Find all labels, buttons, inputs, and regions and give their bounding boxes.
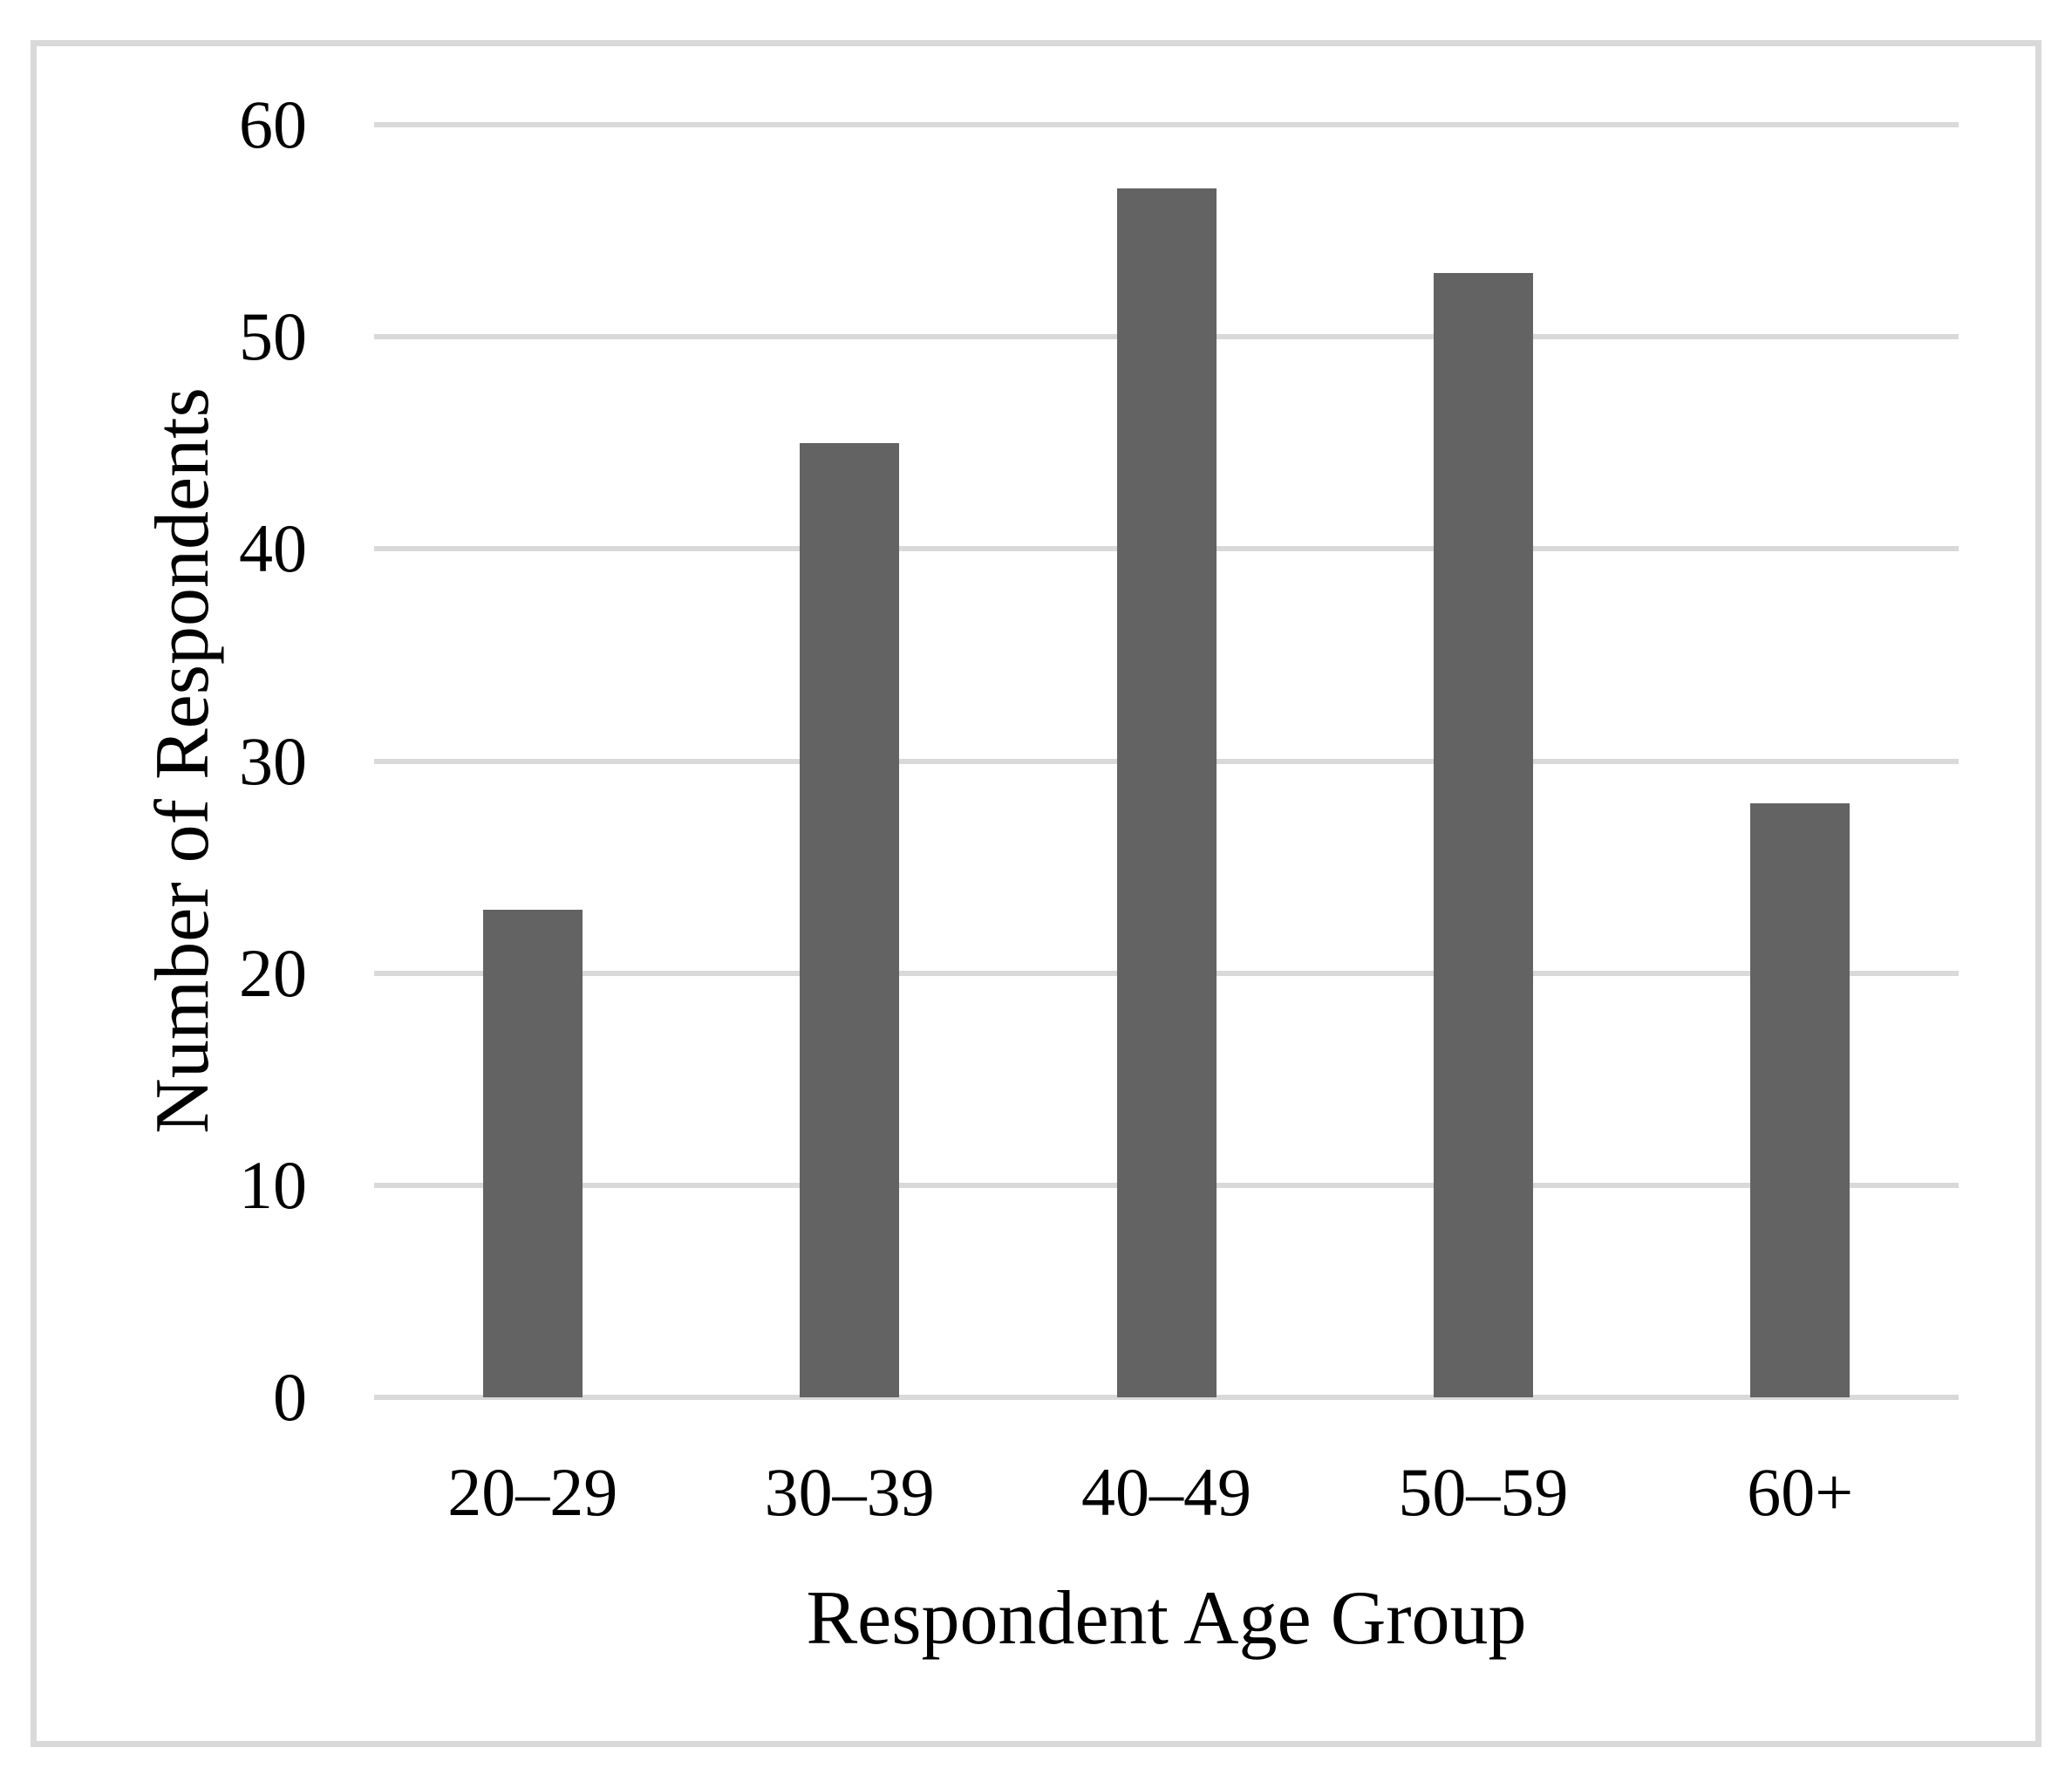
bar-50-59	[1433, 273, 1533, 1397]
y-tick-label-40: 40	[239, 510, 307, 587]
y-tick-label-60: 60	[239, 86, 307, 162]
gridline-0	[374, 1395, 1959, 1400]
bar-40-49	[1116, 188, 1217, 1397]
x-tick-label-40-49: 40–49	[1080, 1454, 1251, 1530]
bar-30-39	[800, 442, 900, 1397]
x-tick-label-50-59: 50–59	[1398, 1454, 1569, 1530]
y-tick-label-20: 20	[239, 934, 307, 1011]
x-axis-title: Respondent Age Group	[806, 1576, 1527, 1661]
y-tick-label-50: 50	[239, 298, 307, 375]
x-tick-label-30-39: 30–39	[764, 1454, 935, 1530]
plot-area	[374, 122, 1959, 1400]
x-tick-label-60plus: 60+	[1747, 1454, 1854, 1530]
y-tick-label-10: 10	[239, 1146, 307, 1223]
y-axis-title: Number of Respondents	[140, 387, 225, 1134]
bar-60plus	[1750, 803, 1850, 1397]
y-tick-label-30: 30	[239, 722, 307, 799]
y-tick-label-0: 0	[273, 1359, 307, 1435]
chart-frame	[31, 40, 2041, 1747]
bar-20-29	[482, 909, 583, 1397]
gridline-60	[374, 122, 1959, 127]
x-tick-label-20-29: 20–29	[447, 1454, 618, 1530]
